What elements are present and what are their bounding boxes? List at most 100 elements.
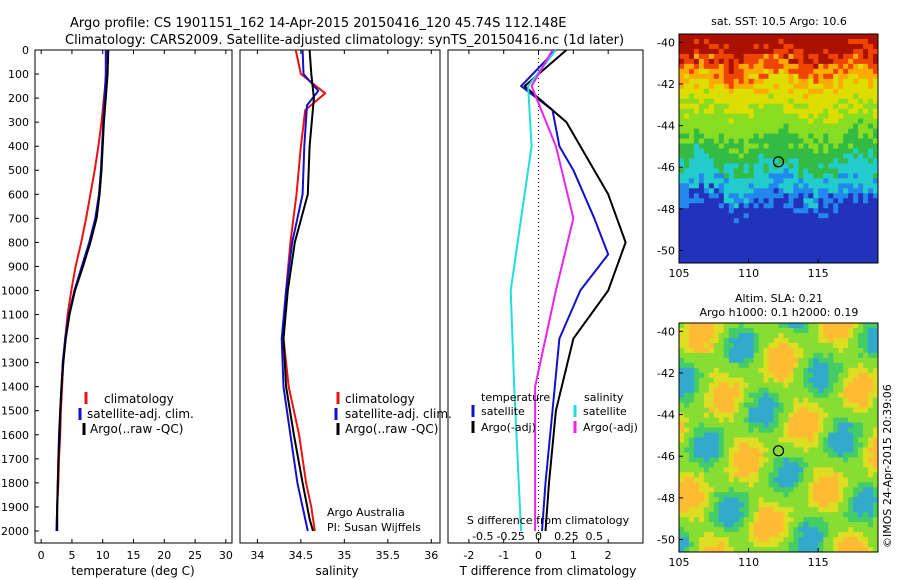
map-cell — [738, 63, 745, 70]
salinity-x-axis: 34 34.5 35 35.5 36 — [250, 50, 438, 562]
map-cell — [813, 417, 819, 424]
map-cell — [708, 123, 715, 130]
map-cell — [768, 517, 775, 523]
map-cell — [823, 248, 829, 254]
map-cell — [788, 38, 794, 45]
map-cell — [803, 73, 809, 80]
map-cell — [728, 34, 735, 40]
map-cell — [778, 198, 784, 204]
y-tick-label: 0 — [22, 44, 29, 57]
map-cell — [838, 447, 844, 453]
map-cell — [873, 352, 879, 359]
map-cell — [698, 173, 705, 179]
map-cell — [828, 467, 834, 473]
map-cell — [773, 78, 779, 85]
map-cell — [718, 442, 725, 448]
map-cell — [733, 48, 740, 55]
map-cell — [818, 382, 824, 389]
map-cell — [803, 143, 809, 149]
map-cell — [858, 472, 864, 478]
map-cell — [698, 228, 705, 234]
map-cell — [708, 357, 715, 364]
map-cell — [793, 517, 799, 523]
map-cell — [713, 88, 720, 95]
map-cell — [863, 93, 869, 100]
map-cell — [693, 34, 700, 40]
map-cell — [708, 153, 715, 159]
map-cell — [808, 427, 814, 434]
map-cell — [718, 527, 725, 533]
map-cell — [868, 462, 874, 468]
map-cell — [758, 482, 765, 488]
map-cell — [693, 352, 700, 359]
map-cell — [728, 103, 735, 110]
map-cell — [688, 432, 695, 438]
map-cell — [703, 58, 710, 65]
map-cell — [853, 427, 859, 434]
map-cell — [823, 372, 829, 379]
map-cell — [679, 462, 685, 468]
map-cell — [858, 542, 864, 548]
map-cell — [763, 193, 770, 199]
map-cell — [773, 472, 779, 478]
map-cell — [863, 168, 869, 174]
map-cell — [828, 108, 834, 115]
map-cell — [743, 502, 750, 508]
map-cell — [843, 173, 849, 179]
map-cell — [863, 208, 869, 214]
map-cell — [828, 133, 834, 140]
map-cell — [813, 238, 819, 244]
map-cell — [723, 73, 730, 80]
map-cell — [788, 108, 794, 115]
map-cell — [698, 113, 705, 120]
map-cell — [818, 427, 824, 434]
map-cell — [693, 332, 700, 339]
x-tick-label: 5 — [68, 549, 75, 562]
argo-location-marker — [772, 156, 785, 168]
map-cell — [723, 527, 730, 533]
map-cell — [823, 198, 829, 204]
map-cell — [698, 442, 705, 448]
map-cell — [728, 532, 735, 538]
map-cell — [703, 427, 710, 434]
map-cell — [843, 327, 849, 334]
map-cell — [733, 357, 740, 364]
map-cell — [863, 38, 869, 45]
map-cell — [833, 437, 839, 443]
map-cell — [793, 487, 799, 493]
map-cell — [748, 133, 755, 140]
map-cell — [863, 487, 869, 493]
map-cell — [823, 437, 829, 443]
map-cell — [803, 88, 809, 95]
map-cell — [833, 332, 839, 339]
map-cell — [868, 138, 874, 145]
map-cell — [873, 447, 879, 453]
map-cell — [843, 183, 849, 189]
map-cell — [828, 43, 834, 50]
map-cell — [758, 158, 765, 164]
map-cell — [679, 482, 685, 488]
map-cell — [863, 163, 869, 169]
map-cell — [683, 203, 690, 209]
map-cell — [803, 387, 809, 394]
map-cell — [748, 527, 755, 533]
map-cell — [743, 93, 750, 100]
map-cell — [858, 43, 864, 50]
map-cell — [708, 58, 715, 65]
map-cell — [693, 213, 700, 219]
map-cell — [798, 517, 804, 523]
map-cell — [733, 337, 740, 344]
map-cell — [693, 477, 700, 483]
map-cell — [813, 43, 819, 50]
map-cell — [783, 48, 789, 55]
map-cell — [783, 492, 789, 498]
map-cell — [698, 387, 705, 394]
map-cell — [723, 143, 730, 149]
map-cell — [813, 532, 819, 538]
map-cell — [713, 248, 720, 254]
map-cell — [773, 113, 779, 120]
map-cell — [693, 38, 700, 45]
map-cell — [793, 208, 799, 214]
map-cell — [818, 362, 824, 369]
map-cell — [813, 118, 819, 125]
